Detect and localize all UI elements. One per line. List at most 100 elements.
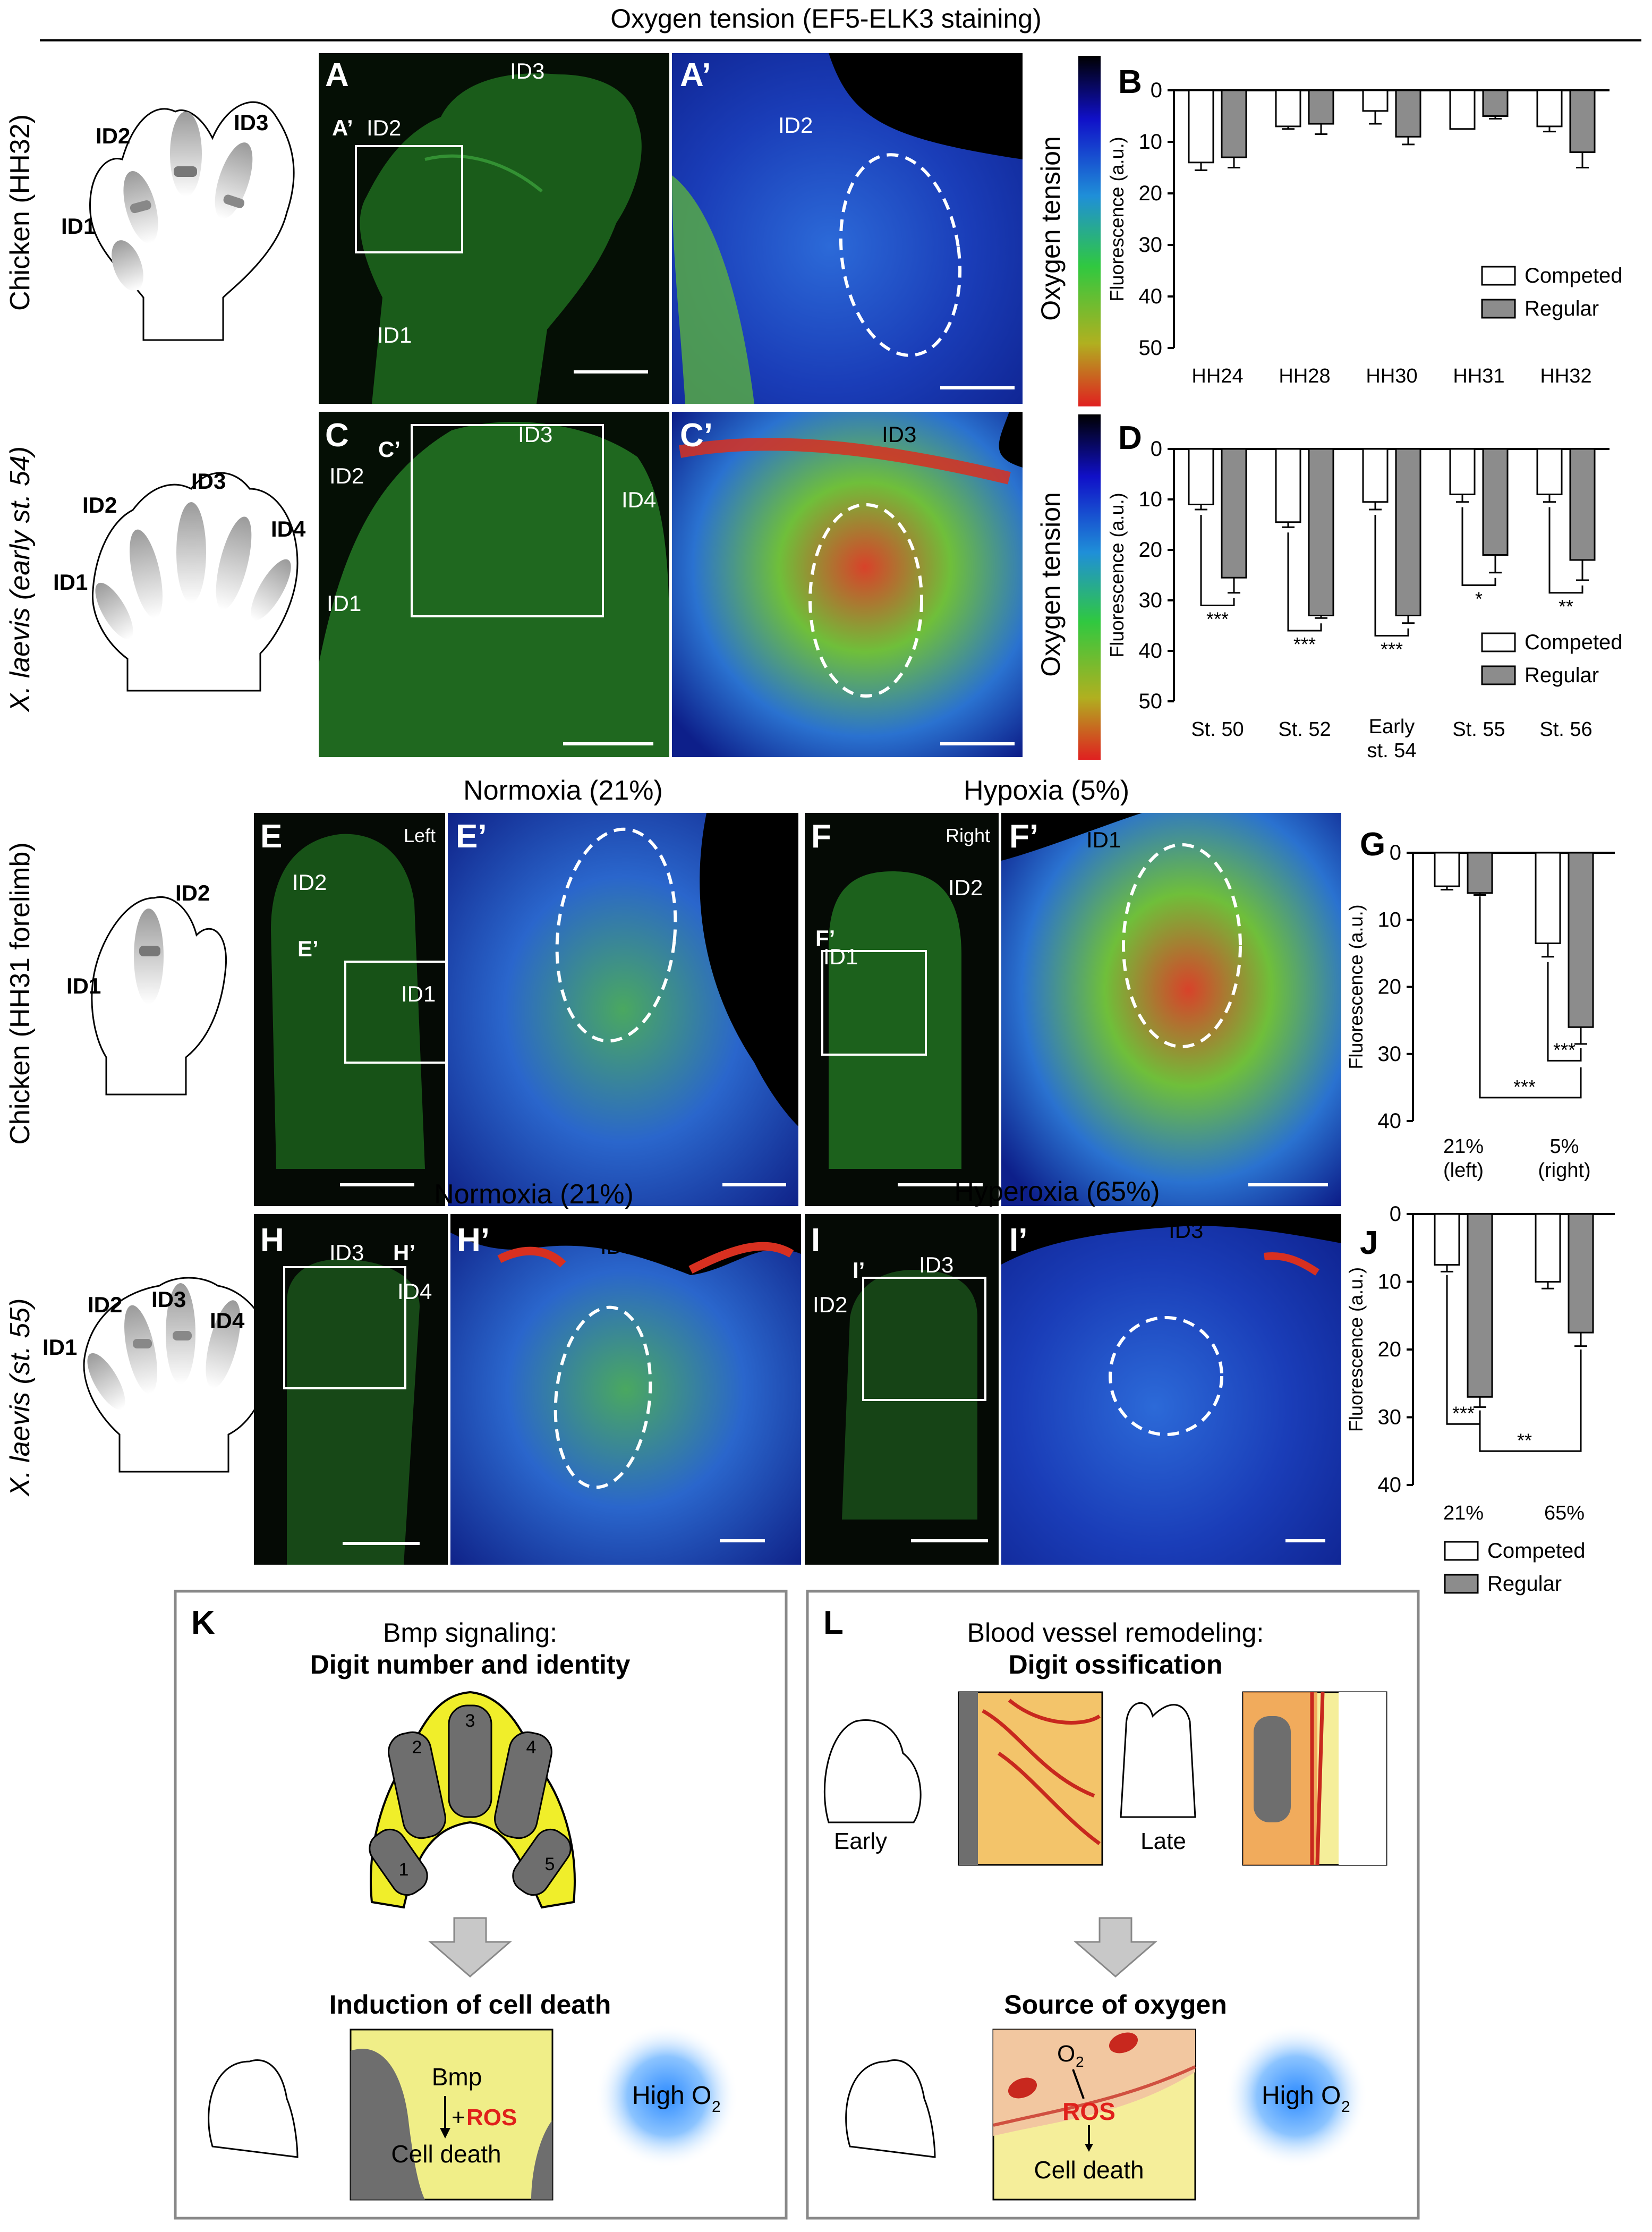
significance-bracket bbox=[1479, 1350, 1582, 1452]
bar bbox=[1482, 448, 1509, 556]
panel-k-high-o2-sub: 2 bbox=[712, 2098, 721, 2116]
panel-letter-a-prime: A’ bbox=[680, 57, 711, 94]
y-axis-label: Fluorescence (a.u.) bbox=[1345, 1267, 1367, 1432]
significance-bracket bbox=[1547, 962, 1582, 1062]
digit-number-5: 5 bbox=[545, 1854, 555, 1874]
y-tick-label: 50 bbox=[1139, 690, 1163, 713]
significance-bracket bbox=[1287, 532, 1322, 632]
legend-label: Competed bbox=[1525, 631, 1623, 654]
panel-letter-b: B bbox=[1118, 64, 1142, 100]
bar bbox=[1395, 448, 1421, 616]
bar bbox=[1362, 448, 1389, 503]
chart-b: 0 10 20 30 40 50 Fluorescence (a.u.) HH24 HH28 HH… bbox=[1106, 79, 1623, 387]
colorbar-1 bbox=[1078, 56, 1101, 406]
schematic-label-id1: ID1 bbox=[61, 214, 96, 239]
digit-number-1: 1 bbox=[399, 1860, 409, 1880]
panel-f-tag-right: Right bbox=[946, 825, 990, 846]
panel-h-inset-label: H’ bbox=[393, 1240, 415, 1265]
panel-letter-g: G bbox=[1360, 826, 1385, 863]
legend-swatch bbox=[1444, 1574, 1479, 1594]
y-tick-label: 40 bbox=[1139, 639, 1163, 663]
panel-h-prime-id3: ID3 bbox=[600, 1234, 635, 1259]
panel-letter-h-prime: H’ bbox=[457, 1222, 490, 1259]
bar bbox=[1308, 448, 1334, 616]
panel-f-id1: ID1 bbox=[823, 944, 858, 969]
row-label-h: X. laevis (st. 55) bbox=[5, 1299, 36, 1497]
panel-e-tag-left: Left bbox=[404, 825, 436, 846]
bar bbox=[1482, 89, 1509, 117]
legend-swatch bbox=[1481, 299, 1516, 319]
title-hypoxia: Hypoxia (5%) bbox=[964, 775, 1129, 806]
significance-bracket bbox=[1479, 896, 1582, 1099]
y-tick-label: 30 bbox=[1378, 1406, 1402, 1429]
bar bbox=[1536, 89, 1563, 128]
panel-i-id3: ID3 bbox=[919, 1252, 953, 1277]
y-tick-label: 10 bbox=[1378, 1270, 1402, 1294]
significance-label: *** bbox=[1206, 608, 1229, 630]
panel-i-prime-id3: ID3 bbox=[1169, 1218, 1203, 1243]
significance-label: ** bbox=[1559, 596, 1573, 617]
legend-swatch bbox=[1481, 665, 1516, 685]
panel-l-title: Blood vessel remodeling: bbox=[967, 1618, 1264, 1648]
schematic-label-id3: ID3 bbox=[234, 110, 268, 135]
panel-letter-l: L bbox=[823, 1605, 844, 1641]
panel-letter-i: I bbox=[811, 1222, 820, 1259]
y-axis-label: Fluorescence (a.u.) bbox=[1106, 137, 1128, 301]
bar bbox=[1569, 89, 1596, 153]
panel-k-bmp: Bmp bbox=[432, 2063, 482, 2091]
panel-h-id3: ID3 bbox=[329, 1240, 364, 1265]
row-label-c: X. laevis (early st. 54) bbox=[5, 446, 36, 712]
schematic2-label-id2: ID2 bbox=[82, 493, 117, 517]
panel-l-high-o2: High O bbox=[1262, 2082, 1341, 2110]
y-tick-label: 30 bbox=[1139, 589, 1163, 612]
panel-e-id1: ID1 bbox=[401, 981, 436, 1006]
row-label-a: Chicken (HH32) bbox=[5, 114, 36, 311]
arrow-down-icon bbox=[428, 1917, 513, 1978]
bar bbox=[1467, 1213, 1493, 1398]
panel-h-prime-image bbox=[450, 1214, 801, 1565]
x-tick-label: st. 54 bbox=[1367, 740, 1417, 762]
title-normoxia-1: Normoxia (21%) bbox=[463, 775, 663, 806]
y-tick-label: 20 bbox=[1139, 182, 1163, 205]
significance-label: *** bbox=[1452, 1402, 1475, 1424]
bar bbox=[1449, 448, 1476, 495]
x-tick-label: 21% bbox=[1443, 1502, 1484, 1524]
schematic3-label-id2: ID2 bbox=[175, 880, 210, 905]
panel-e-prime-image bbox=[448, 813, 798, 1206]
x-tick-label: 65% bbox=[1544, 1502, 1585, 1524]
panel-k-high-o2: High O bbox=[632, 2082, 711, 2110]
panel-i-image bbox=[805, 1214, 999, 1565]
row-label-e: Chicken (HH31 forelimb) bbox=[5, 842, 36, 1144]
panel-f-prime-id1: ID1 bbox=[1086, 827, 1121, 852]
bar bbox=[1535, 1213, 1561, 1283]
y-tick-label: 0 bbox=[1151, 79, 1162, 102]
significance-label: ** bbox=[1517, 1429, 1532, 1451]
x-tick-label: St. 55 bbox=[1452, 718, 1505, 741]
y-tick-label: 40 bbox=[1378, 1473, 1402, 1497]
digit-number-3: 3 bbox=[465, 1711, 475, 1731]
bar bbox=[1362, 89, 1389, 112]
legend-label: Regular bbox=[1525, 664, 1599, 687]
panel-k-title: Bmp signaling: bbox=[383, 1618, 557, 1648]
y-tick-label: 20 bbox=[1139, 538, 1163, 562]
panel-l-late: Late bbox=[1140, 1828, 1186, 1854]
panel-l-heading2: Source of oxygen bbox=[1004, 1990, 1227, 2019]
significance-label: *** bbox=[1513, 1076, 1536, 1098]
panel-c-prime-image bbox=[672, 412, 1023, 757]
panel-a-id1: ID1 bbox=[377, 323, 412, 347]
panel-i-prime-image bbox=[1001, 1214, 1341, 1565]
panel-letter-j: J bbox=[1360, 1225, 1378, 1261]
digit-number-2: 2 bbox=[412, 1737, 422, 1758]
panel-letter-c-prime: C’ bbox=[680, 417, 713, 454]
significance-label: *** bbox=[1293, 633, 1316, 655]
panel-l-o2-sub: 2 bbox=[1076, 2053, 1084, 2070]
panel-e-inset-label: E’ bbox=[297, 936, 319, 961]
bar bbox=[1434, 1213, 1460, 1266]
legend-label: Competed bbox=[1487, 1539, 1586, 1563]
bar bbox=[1434, 852, 1460, 887]
panel-a-inset-label: A’ bbox=[332, 115, 353, 140]
significance-label: * bbox=[1475, 588, 1483, 610]
schematic4-label-id3: ID3 bbox=[151, 1287, 186, 1312]
